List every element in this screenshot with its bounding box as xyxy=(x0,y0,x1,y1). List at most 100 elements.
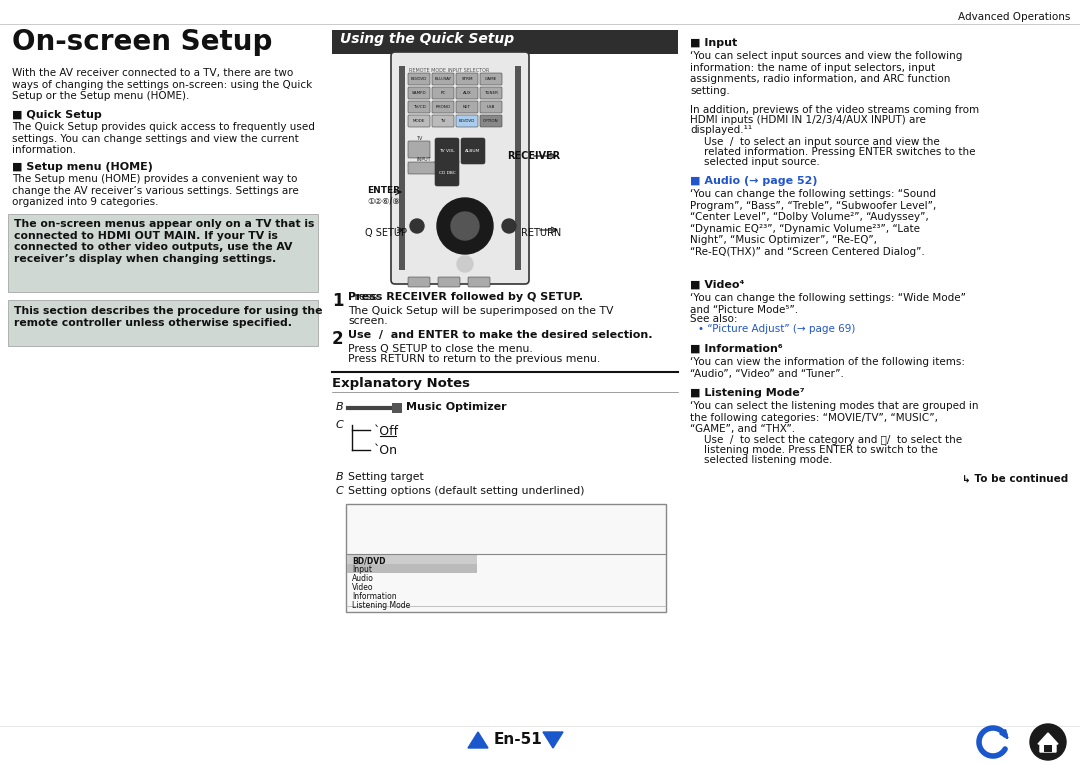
Text: ‘You can view the information of the following items:
“Audio”, “Video” and “Tune: ‘You can view the information of the fol… xyxy=(690,357,966,379)
Text: ↳ To be continued: ↳ To be continued xyxy=(962,473,1068,483)
Text: STRM: STRM xyxy=(461,77,473,81)
Text: SAMFD: SAMFD xyxy=(411,91,427,95)
Circle shape xyxy=(1030,724,1066,760)
Text: PHONO: PHONO xyxy=(435,105,450,109)
Text: TUNER: TUNER xyxy=(484,91,498,95)
Text: Audio: Audio xyxy=(352,574,374,583)
Text: CD DBC: CD DBC xyxy=(438,171,456,175)
Text: Press Q SETUP to close the menu.: Press Q SETUP to close the menu. xyxy=(348,344,532,354)
FancyBboxPatch shape xyxy=(408,115,430,127)
Circle shape xyxy=(410,219,424,233)
Text: BLU-RAY: BLU-RAY xyxy=(434,77,451,81)
Text: ‘You can change the following settings: “Wide Mode”
and “Picture Mode⁵”.: ‘You can change the following settings: … xyxy=(690,293,966,315)
Circle shape xyxy=(502,219,516,233)
Text: Setting options (default setting underlined): Setting options (default setting underli… xyxy=(348,486,584,496)
FancyBboxPatch shape xyxy=(456,101,478,113)
Text: On-screen Setup: On-screen Setup xyxy=(12,28,272,56)
Text: The Quick Setup provides quick access to frequently used
settings. You can chang: The Quick Setup provides quick access to… xyxy=(12,122,315,155)
FancyBboxPatch shape xyxy=(1044,745,1052,752)
Text: En-51: En-51 xyxy=(494,732,543,747)
Text: TV: TV xyxy=(441,119,446,123)
Text: Information: Information xyxy=(352,592,396,601)
FancyBboxPatch shape xyxy=(408,141,430,158)
Text: Press: Press xyxy=(348,292,381,302)
Text: related information. Pressing ENTER switches to the: related information. Pressing ENTER swit… xyxy=(704,147,975,157)
Text: ⌂: ⌂ xyxy=(461,257,469,270)
Text: BD/DVD: BD/DVD xyxy=(459,119,475,123)
Text: ■ Input: ■ Input xyxy=(690,38,738,48)
Circle shape xyxy=(451,212,480,240)
Text: With the AV receiver connected to a TV, there are two
ways of changing the setti: With the AV receiver connected to a TV, … xyxy=(12,68,312,101)
Text: Q: Q xyxy=(415,223,420,229)
Text: TV: TV xyxy=(416,136,422,141)
Text: ‘You can select input sources and view the following
information: the name of in: ‘You can select input sources and view t… xyxy=(690,51,962,96)
Polygon shape xyxy=(1038,733,1058,752)
FancyBboxPatch shape xyxy=(456,73,478,85)
Text: ①②⑥/⑨: ①②⑥/⑨ xyxy=(367,196,400,205)
Text: ALBUM: ALBUM xyxy=(465,149,481,153)
Text: ■ Audio (→ page 52): ■ Audio (→ page 52) xyxy=(690,176,818,186)
FancyBboxPatch shape xyxy=(480,87,502,99)
FancyBboxPatch shape xyxy=(399,66,405,270)
FancyBboxPatch shape xyxy=(468,277,490,287)
FancyBboxPatch shape xyxy=(435,160,459,186)
Circle shape xyxy=(457,256,473,272)
Text: screen.: screen. xyxy=(348,316,388,326)
FancyBboxPatch shape xyxy=(432,73,454,85)
Text: AUX: AUX xyxy=(462,91,471,95)
Text: ■ Listening Mode⁷: ■ Listening Mode⁷ xyxy=(690,388,805,398)
FancyBboxPatch shape xyxy=(8,300,318,346)
Text: MODE: MODE xyxy=(413,119,426,123)
Text: USB: USB xyxy=(487,105,496,109)
Text: listening mode. Press ENTER to switch to the: listening mode. Press ENTER to switch to… xyxy=(704,445,937,455)
Text: C: C xyxy=(336,420,343,430)
Text: REMOTE MODE INPUT SELECTOR: REMOTE MODE INPUT SELECTOR xyxy=(409,68,489,73)
Text: Setting target: Setting target xyxy=(348,472,423,482)
Text: See also:: See also: xyxy=(690,314,738,324)
Text: INPUT: INPUT xyxy=(417,157,431,162)
Text: TV/CD: TV/CD xyxy=(413,105,426,109)
FancyBboxPatch shape xyxy=(432,115,454,127)
FancyBboxPatch shape xyxy=(347,564,477,573)
Text: ◄: ◄ xyxy=(443,223,448,229)
Text: Video: Video xyxy=(352,583,374,592)
Text: The Quick Setup will be superimposed on the TV: The Quick Setup will be superimposed on … xyxy=(348,306,613,316)
Text: GAME: GAME xyxy=(485,77,497,81)
FancyBboxPatch shape xyxy=(432,101,454,113)
Text: 2: 2 xyxy=(332,330,343,348)
Text: RECEIVER: RECEIVER xyxy=(507,151,561,161)
Text: In addition, previews of the video streams coming from: In addition, previews of the video strea… xyxy=(690,105,980,115)
Text: OPTION: OPTION xyxy=(483,119,499,123)
Text: The on-screen menus appear only on a TV that is
connected to HDMI OUT MAIN. If y: The on-screen menus appear only on a TV … xyxy=(14,219,314,264)
FancyBboxPatch shape xyxy=(346,504,666,612)
FancyBboxPatch shape xyxy=(392,403,402,413)
FancyBboxPatch shape xyxy=(408,73,430,85)
Polygon shape xyxy=(543,732,563,748)
Text: selected listening mode.: selected listening mode. xyxy=(704,455,833,465)
FancyBboxPatch shape xyxy=(480,115,502,127)
Text: displayed.¹¹: displayed.¹¹ xyxy=(690,125,752,135)
Text: ‘You can select the listening modes that are grouped in
the following categories: ‘You can select the listening modes that… xyxy=(690,401,978,434)
Text: 1: 1 xyxy=(332,292,343,310)
FancyBboxPatch shape xyxy=(435,138,459,164)
Text: ■ Setup menu (HOME): ■ Setup menu (HOME) xyxy=(12,162,153,172)
Text: ENTER: ENTER xyxy=(455,224,475,228)
Text: ■ Information⁶: ■ Information⁶ xyxy=(690,344,783,354)
Text: ►: ► xyxy=(483,223,488,229)
Text: ▼: ▼ xyxy=(462,243,468,249)
Text: B: B xyxy=(336,402,343,412)
FancyBboxPatch shape xyxy=(480,101,502,113)
FancyBboxPatch shape xyxy=(432,87,454,99)
Text: NET: NET xyxy=(463,105,471,109)
Text: C: C xyxy=(336,486,343,496)
FancyBboxPatch shape xyxy=(332,30,678,54)
FancyBboxPatch shape xyxy=(438,277,460,287)
Text: • “Picture Adjust” (→ page 69): • “Picture Adjust” (→ page 69) xyxy=(698,324,855,334)
FancyBboxPatch shape xyxy=(461,138,485,164)
FancyBboxPatch shape xyxy=(456,115,478,127)
Text: ■ Video⁴: ■ Video⁴ xyxy=(690,280,744,290)
Text: PC: PC xyxy=(441,91,446,95)
Text: Using the Quick Setup: Using the Quick Setup xyxy=(340,32,514,46)
FancyBboxPatch shape xyxy=(8,214,318,292)
Text: Use  /  to select the category and ⓤ/  to select the: Use / to select the category and ⓤ/ to s… xyxy=(704,435,962,445)
